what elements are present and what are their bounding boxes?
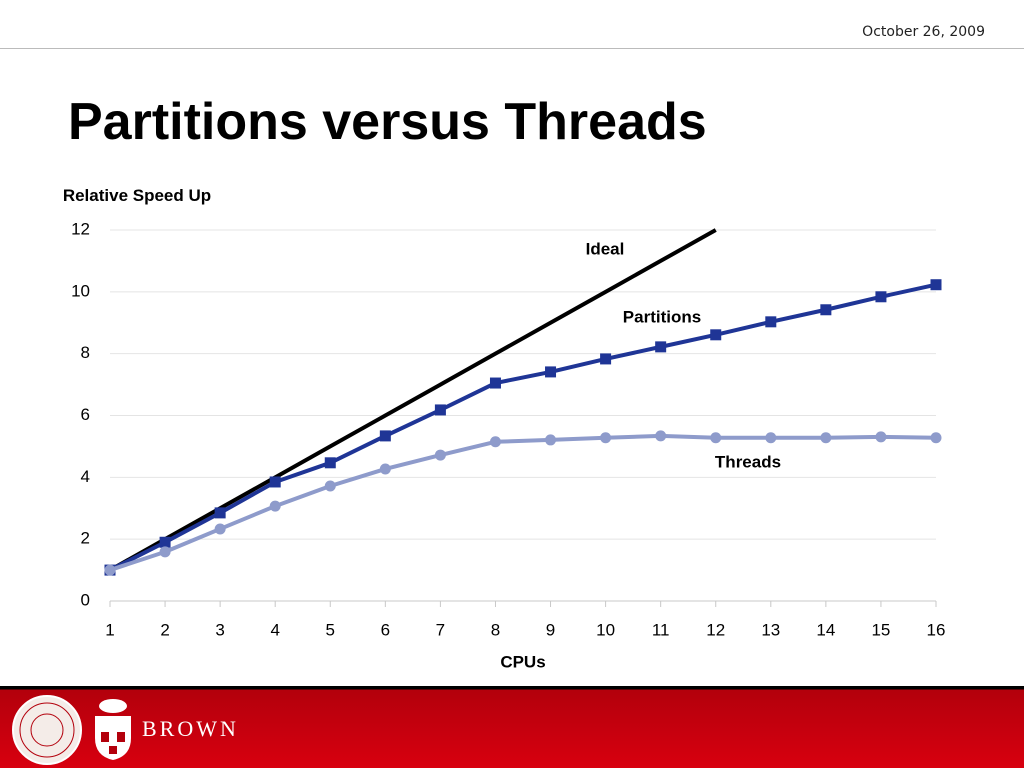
x-tick-label: 11	[652, 620, 670, 639]
x-tick-label: 10	[596, 620, 615, 639]
point	[104, 564, 116, 576]
series-label: Ideal	[586, 239, 625, 258]
point	[655, 430, 667, 442]
point	[875, 431, 887, 443]
x-tick-label: 16	[927, 620, 946, 639]
x-tick-label: 2	[160, 620, 169, 639]
point	[765, 432, 777, 444]
y-tick-label: 6	[81, 405, 90, 424]
point	[545, 366, 557, 378]
series-line	[109, 228, 717, 572]
point	[434, 449, 446, 461]
point	[324, 457, 336, 469]
point	[930, 279, 942, 291]
slide-title: Partitions versus Threads	[68, 93, 707, 151]
point	[434, 404, 446, 416]
x-tick-label: 15	[871, 620, 890, 639]
point	[379, 463, 391, 475]
x-tick-label: 4	[270, 620, 279, 639]
header-rule	[0, 48, 1024, 49]
point	[655, 341, 667, 353]
x-tick-label: 6	[381, 620, 390, 639]
y-tick-label: 4	[81, 467, 90, 486]
point	[269, 500, 281, 512]
y-tick-label: 10	[71, 281, 90, 300]
point	[214, 507, 226, 519]
x-axis-label: CPUs	[500, 652, 545, 671]
point	[159, 536, 171, 548]
point	[710, 432, 722, 444]
x-tick-label: 1	[105, 620, 114, 639]
x-tick-label: 5	[326, 620, 335, 639]
y-axis-label: Relative Speed Up	[62, 186, 212, 205]
footer-band	[0, 686, 1024, 768]
series-label: Partitions	[623, 307, 701, 326]
point	[710, 329, 722, 341]
date: October 26, 2009	[862, 24, 985, 40]
x-tick-label: 9	[546, 620, 555, 639]
point	[600, 353, 612, 365]
x-tick-label: 12	[706, 620, 725, 639]
point	[489, 436, 501, 448]
point	[875, 291, 887, 303]
logos	[12, 695, 131, 765]
x-tick-label: 8	[491, 620, 500, 639]
x-tick-label: 13	[761, 620, 780, 639]
series-line	[109, 282, 937, 572]
x-tick-label: 14	[816, 620, 835, 639]
point	[489, 377, 501, 389]
point	[545, 434, 557, 446]
series-label: Threads	[715, 452, 781, 471]
y-tick-label: 0	[81, 590, 90, 609]
point	[930, 432, 942, 444]
point	[269, 476, 281, 488]
y-tick-label: 8	[81, 343, 90, 362]
point	[765, 316, 777, 328]
y-tick-label: 12	[71, 219, 90, 238]
point	[379, 430, 391, 442]
point	[820, 432, 832, 444]
point	[820, 304, 832, 316]
point	[159, 546, 171, 558]
series-line	[109, 433, 937, 572]
y-tick-label: 2	[81, 529, 90, 548]
x-tick-label: 7	[436, 620, 445, 639]
x-tick-label: 3	[215, 620, 224, 639]
point	[324, 480, 336, 492]
point	[214, 523, 226, 535]
point	[600, 432, 612, 444]
brand-name: BROWN	[142, 716, 239, 741]
